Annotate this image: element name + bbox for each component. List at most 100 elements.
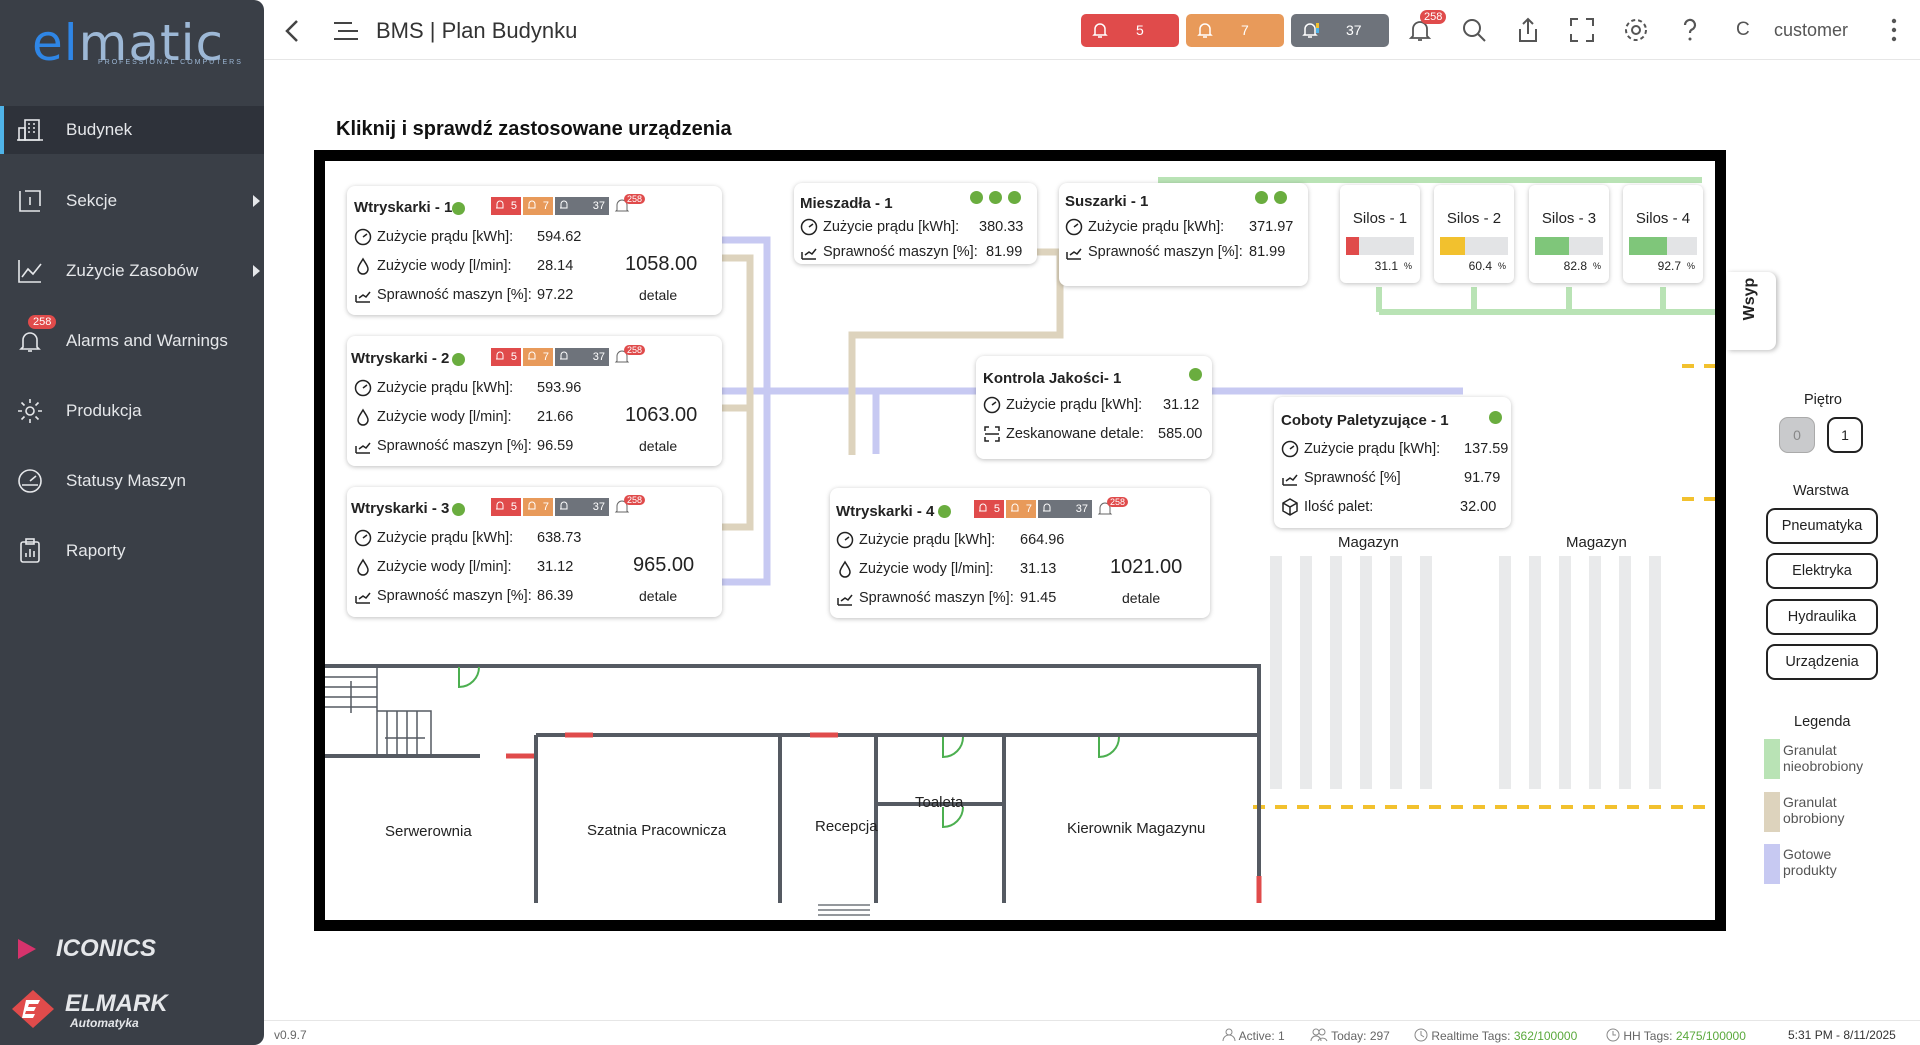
back-arrow-icon[interactable]	[282, 18, 304, 44]
mini-bell: 258	[614, 345, 646, 366]
gauge-icon	[1065, 218, 1083, 236]
gauge-icon	[983, 396, 1001, 414]
bell-icon	[496, 501, 504, 510]
mini-alarm-gray: 37	[555, 197, 609, 215]
layer-urzadzenia-button[interactable]: Urządzenia	[1766, 644, 1878, 680]
sidebar-item-label: Zużycie Zasobów	[66, 261, 199, 280]
silo-card[interactable]: Silos - 4 92.7 %	[1623, 185, 1703, 283]
efficiency-chart-icon	[1066, 248, 1082, 260]
machine-card-mieszadla-1[interactable]: Mieszadła - 1 Zużycie prądu [kWh]: 380.3…	[794, 183, 1037, 264]
mini-alarm-bar[interactable]: 5 7 37 258	[974, 497, 1129, 518]
chevron-right-icon	[253, 265, 260, 277]
silo-card[interactable]: Silos - 2 60.4 %	[1434, 185, 1514, 283]
bell-icon	[560, 351, 568, 360]
sidebar-item-raporty[interactable]: Raporty	[0, 516, 264, 586]
details-link[interactable]: detale	[639, 287, 678, 303]
status-dot-ok	[1008, 191, 1021, 204]
machine-card-wtryskarki-2[interactable]: Wtryskarki - 2 5 7 37 258 Zużycie prądu …	[347, 336, 722, 466]
menu-icon[interactable]	[332, 20, 360, 42]
gauge-icon	[18, 469, 42, 493]
sidebar-item-label: Budynek	[66, 120, 133, 139]
alarm-count-badge: 258	[28, 315, 57, 329]
elmark-logo: ELMARK Automatyka	[10, 988, 168, 1035]
legend-heading: Legenda	[1794, 714, 1851, 730]
machine-card-wtryskarki-4[interactable]: Wtryskarki - 4 5 7 37 258 Zużycie prądu …	[830, 488, 1210, 618]
mini-alarm-gray: 37	[555, 348, 609, 366]
silo-level-fill	[1440, 237, 1465, 255]
bell-icon	[528, 501, 536, 510]
wsyp-intake[interactable]: Wsyp	[1727, 272, 1776, 350]
alarm-gray-pill[interactable]: 37	[1291, 14, 1389, 47]
sidebar-item-zuzycie[interactable]: Zużycie Zasobów	[0, 236, 264, 306]
gear-icon	[18, 399, 42, 423]
details-link[interactable]: detale	[639, 438, 678, 454]
elmark-emblem-icon	[12, 990, 54, 1028]
plan-drawing	[325, 177, 1715, 916]
floor-heading: Piętro	[1804, 392, 1842, 408]
settings-gear-icon[interactable]	[1622, 16, 1650, 44]
mini-alarm-bar[interactable]: 5 7 37 258	[491, 345, 646, 366]
status-dot-ok	[989, 191, 1002, 204]
active-users: Active: 1	[1222, 1028, 1285, 1043]
legend-swatch	[1764, 739, 1780, 779]
fullscreen-icon[interactable]	[1568, 16, 1596, 44]
details-link[interactable]: detale	[639, 588, 678, 604]
chart-line-icon	[18, 260, 42, 283]
version-label: v0.9.7	[274, 1028, 307, 1042]
sidebar-item-produkcja[interactable]: Produkcja	[0, 376, 264, 446]
layer-pneumatyka-button[interactable]: Pneumatyka	[1766, 508, 1878, 544]
status-footer: v0.9.7 Active: 1 Today: 297 Realtime Tag…	[264, 1020, 1920, 1045]
status-dot-ok	[938, 505, 951, 518]
room-serwerownia[interactable]: Serwerownia	[385, 823, 472, 840]
silo-card[interactable]: Silos - 3 82.8 %	[1529, 185, 1609, 283]
machine-card-wtryskarki-1[interactable]: Wtryskarki - 1 5 7 37 258 Zużycie prądu …	[347, 186, 722, 315]
status-dot-ok	[1255, 191, 1268, 204]
mini-alarm-gray: 37	[555, 498, 609, 516]
silo-level-bar	[1346, 237, 1414, 255]
machine-card-kontrola-jakosci-1[interactable]: Kontrola Jakości- 1 Zużycie prądu [kWh]:…	[976, 356, 1212, 459]
layer-hydraulika-button[interactable]: Hydraulika	[1766, 599, 1878, 635]
notifications-button[interactable]: 258	[1406, 10, 1447, 44]
sidebar-item-statusy[interactable]: Statusy Maszyn	[0, 446, 264, 516]
share-icon[interactable]	[1514, 16, 1542, 44]
machine-card-suszarki-1[interactable]: Suszarki - 1 Zużycie prądu [kWh]: 371.97…	[1059, 183, 1308, 286]
page-title: BMS | Plan Budynku	[376, 18, 578, 43]
gauge-icon	[354, 529, 372, 547]
machine-card-wtryskarki-3[interactable]: Wtryskarki - 3 5 7 37 258 Zużycie prądu …	[347, 487, 722, 617]
user-name[interactable]: customer	[1774, 20, 1849, 40]
alarm-red-pill[interactable]: 5	[1081, 14, 1179, 47]
sidebar-item-label: Alarms and Warnings	[66, 331, 228, 350]
kebab-menu-icon[interactable]	[1880, 16, 1908, 44]
room-kierownik[interactable]: Kierownik Magazynu	[1067, 820, 1206, 837]
clock-icon	[1414, 1028, 1428, 1042]
mini-alarm-bar[interactable]: 5 7 37 258	[491, 495, 646, 516]
building-icon	[17, 119, 43, 141]
sidebar-item-alarms[interactable]: 258 Alarms and Warnings	[0, 306, 264, 376]
alarm-orange-pill[interactable]: 7	[1186, 14, 1284, 47]
room-szatnia[interactable]: Szatnia Pracownicza	[587, 822, 727, 839]
layer-elektryka-button[interactable]: Elektryka	[1766, 553, 1878, 589]
room-recepcja[interactable]: Recepcja	[815, 818, 878, 835]
water-drop-icon	[357, 558, 369, 576]
floor-0-button[interactable]: 0	[1779, 417, 1815, 453]
user-avatar[interactable]: C	[1736, 19, 1750, 40]
status-dot-ok	[1189, 368, 1202, 381]
room-toaleta[interactable]: Toaleta	[915, 794, 964, 811]
machine-card-coboty-1[interactable]: Coboty Paletyzujące - 1 Zużycie prądu [k…	[1274, 397, 1511, 528]
help-icon[interactable]	[1676, 16, 1704, 44]
produced-count: 965.00	[633, 554, 695, 576]
mini-bell: 258	[1097, 497, 1129, 518]
bell-multi-icon	[1302, 23, 1319, 38]
search-icon[interactable]	[1460, 16, 1488, 44]
silo-card[interactable]: Silos - 1 31.1 %	[1340, 185, 1420, 283]
status-dot-ok	[452, 503, 465, 516]
mini-alarm-bar[interactable]: 5 7 37 258	[491, 194, 646, 215]
gauge-icon	[354, 379, 372, 397]
details-link[interactable]: detale	[1122, 590, 1161, 606]
sidebar-item-sekcje[interactable]: Sekcje	[0, 166, 264, 236]
silo-level-fill	[1535, 237, 1569, 255]
floor-1-button[interactable]: 1	[1827, 417, 1863, 453]
sidebar-item-budynek[interactable]: Budynek	[0, 106, 264, 154]
silo-level-bar	[1629, 237, 1697, 255]
